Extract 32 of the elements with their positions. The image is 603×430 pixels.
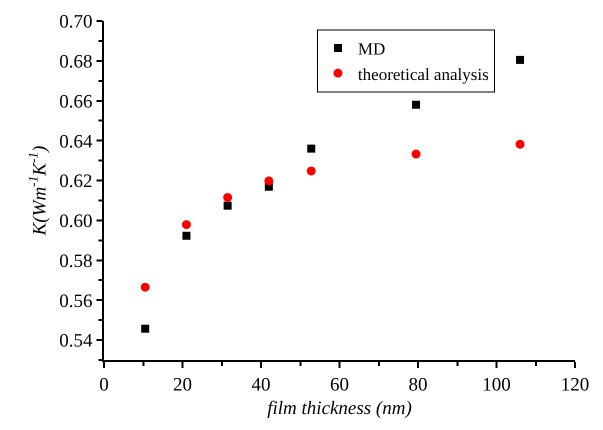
x-tick-label: 20: [173, 374, 192, 396]
point: [224, 202, 232, 210]
x-tick-label: 60: [330, 374, 349, 396]
y-tick-label: 0.56: [59, 290, 92, 312]
x-tick-label: 120: [560, 374, 590, 396]
x-tick-label: 100: [482, 374, 511, 396]
point: [412, 150, 421, 159]
y-tick-label: 0.64: [59, 131, 93, 152]
y-tick-label: 0.66: [59, 91, 92, 112]
y-tick-label: 0.58: [59, 250, 92, 272]
x-axis-title: film thickness (nm): [267, 398, 412, 419]
point: [306, 166, 316, 176]
x-tick-label: 40: [252, 374, 270, 396]
x-tick-label: 80: [408, 374, 428, 396]
y-tick-label: 0.54: [59, 330, 93, 352]
point: [412, 100, 420, 109]
point: [516, 140, 525, 149]
point: [264, 176, 274, 186]
point: [182, 220, 191, 230]
y-tick-label: 0.60: [59, 211, 92, 232]
legend-label: theoretical analysis: [358, 64, 489, 84]
y-tick-label: 0.70: [59, 12, 92, 33]
x-tick-label: 0: [99, 374, 109, 396]
point: [141, 324, 150, 333]
y-tick-label: 0.62: [59, 171, 92, 192]
legend-label: MD: [358, 40, 386, 59]
point: [307, 144, 316, 153]
y-tick-label: 0.68: [59, 52, 92, 73]
point: [182, 232, 190, 240]
point: [223, 192, 232, 202]
point: [516, 56, 524, 64]
point: [140, 282, 150, 292]
